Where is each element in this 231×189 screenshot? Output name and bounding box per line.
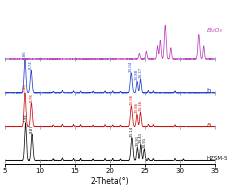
- Text: 8.78: 8.78: [29, 93, 33, 102]
- Text: 23.86: 23.86: [134, 102, 138, 113]
- Text: 23.06: 23.06: [129, 94, 133, 105]
- Text: HZSM-5: HZSM-5: [206, 156, 227, 161]
- Text: 24.36: 24.36: [138, 100, 142, 111]
- Text: 8.74: 8.74: [29, 60, 33, 69]
- Text: 24.37: 24.37: [138, 67, 142, 78]
- Text: 23.91: 23.91: [135, 135, 139, 146]
- Text: 7.86: 7.86: [23, 83, 27, 92]
- Text: Bi₂O₃: Bi₂O₃: [206, 29, 222, 33]
- X-axis label: 2-Theta(°): 2-Theta(°): [90, 177, 129, 186]
- Text: 24.41: 24.41: [138, 132, 142, 143]
- Text: b: b: [206, 88, 210, 94]
- Text: 23.04: 23.04: [129, 61, 133, 72]
- Text: 8.87: 8.87: [30, 124, 34, 133]
- Text: 7.86: 7.86: [23, 50, 27, 59]
- Text: 23.88: 23.88: [134, 69, 139, 81]
- Text: 23.14: 23.14: [129, 125, 133, 137]
- Text: 7.94: 7.94: [23, 113, 27, 122]
- Text: 24.91: 24.91: [142, 137, 146, 148]
- Text: a: a: [206, 122, 210, 128]
